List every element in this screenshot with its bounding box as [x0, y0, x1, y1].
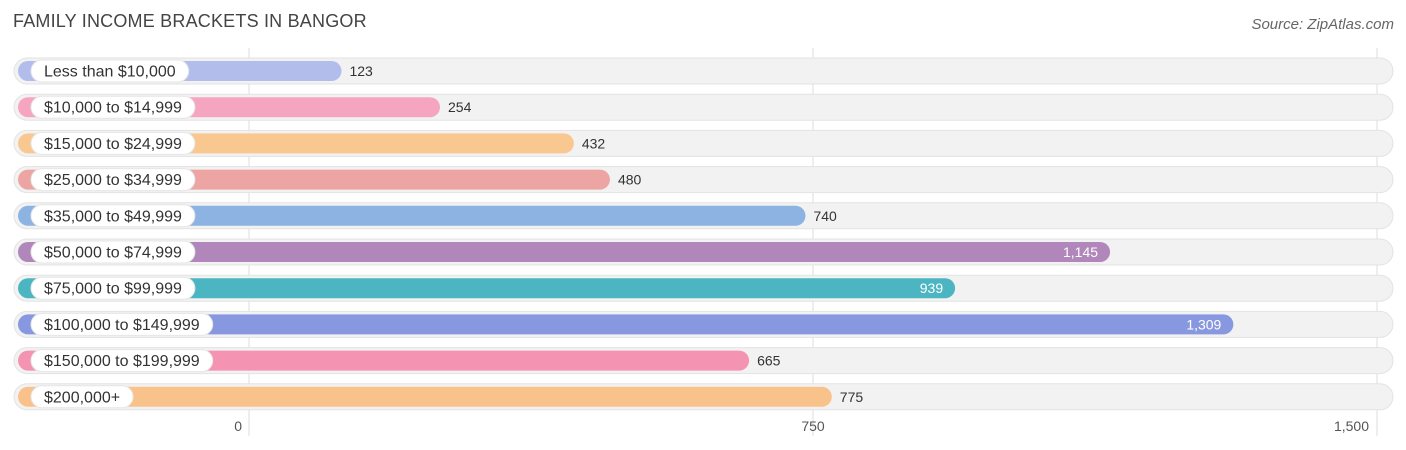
bar	[18, 205, 806, 226]
value-label: 254	[448, 99, 472, 115]
category-label: Less than $10,000	[44, 64, 176, 81]
value-label: 939	[920, 280, 944, 296]
category-label: $25,000 to $34,999	[44, 172, 182, 189]
category-label: $100,000 to $149,999	[44, 317, 200, 334]
category-label: $15,000 to $24,999	[44, 136, 182, 153]
value-label: 1,309	[1186, 316, 1221, 332]
value-label: 123	[349, 63, 373, 79]
bar	[18, 278, 956, 299]
category-pill	[30, 59, 190, 83]
category-pill	[30, 385, 134, 409]
category-pill	[30, 276, 196, 300]
category-label: $10,000 to $14,999	[44, 100, 182, 117]
bar	[18, 386, 832, 407]
x-tick-label: 0	[234, 418, 242, 434]
category-pill	[30, 95, 196, 119]
category-label: $35,000 to $49,999	[44, 208, 182, 225]
value-label: 1,145	[1063, 244, 1098, 260]
x-tick-label: 750	[801, 418, 825, 434]
category-pill	[30, 240, 196, 264]
value-label: 480	[618, 172, 642, 188]
category-pill	[30, 349, 214, 373]
category-label: $150,000 to $199,999	[44, 353, 200, 370]
value-label: 665	[757, 353, 781, 369]
chart-title: FAMILY INCOME BRACKETS IN BANGOR	[13, 11, 367, 31]
category-label: $50,000 to $74,999	[44, 245, 182, 262]
bar	[18, 314, 1234, 335]
value-label: 775	[840, 389, 864, 405]
value-label: 740	[813, 208, 837, 224]
category-pill	[30, 131, 196, 155]
category-label: $200,000+	[44, 389, 120, 406]
bar	[18, 242, 1111, 262]
category-label: $75,000 to $99,999	[44, 281, 182, 298]
chart-source: Source: ZipAtlas.com	[1251, 16, 1394, 33]
category-pill	[30, 204, 196, 228]
category-pill	[30, 312, 214, 336]
value-label: 432	[582, 135, 606, 151]
bar-track	[13, 57, 1394, 85]
category-pill	[30, 168, 196, 192]
x-tick-label: 1,500	[1334, 418, 1369, 434]
